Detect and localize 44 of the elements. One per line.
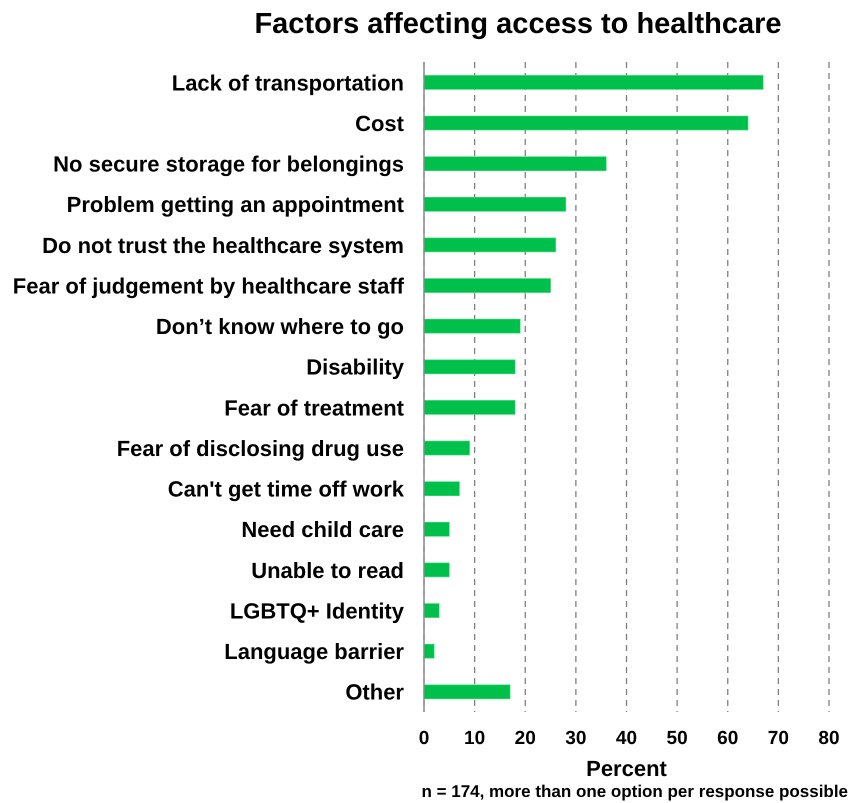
y-tick-label: Fear of disclosing drug use: [116, 435, 404, 460]
bar: [424, 318, 520, 334]
bar: [424, 156, 607, 171]
bar: [424, 196, 566, 212]
y-tick-label: Unable to read: [251, 557, 404, 582]
bar: [424, 238, 556, 252]
x-tick-label: 10: [464, 728, 486, 748]
x-tick-label: 20: [514, 728, 536, 748]
x-tick-label: 70: [768, 728, 789, 748]
x-axis-title: Percent: [586, 756, 667, 781]
y-tick-label: Fear of judgement by healthcare staff: [12, 272, 405, 298]
bar: [424, 644, 434, 658]
y-tick-label: No secure storage for belongings: [53, 151, 404, 176]
bar: [424, 440, 470, 456]
bar: [424, 684, 510, 700]
y-tick-label: Language barrier: [224, 638, 404, 664]
bar: [424, 116, 748, 130]
y-tick-label: Fear of treatment: [224, 394, 405, 420]
bar: [424, 481, 460, 496]
y-tick-label: Problem getting an appointment: [66, 192, 405, 217]
y-tick-label: Need child care: [241, 516, 404, 542]
bar: [424, 562, 450, 578]
bar: [424, 400, 516, 415]
y-tick-label: LGBTQ+ Identity: [230, 598, 405, 623]
y-tick-label: Other: [345, 679, 404, 704]
text: n = 174, more than one option per response possible: [421, 782, 848, 801]
bar: [424, 278, 551, 293]
y-tick-label: Do not trust the healthcare system: [42, 232, 404, 258]
bar: [424, 522, 450, 537]
x-tick-label: 60: [717, 728, 738, 748]
bar: [424, 75, 764, 90]
x-tick-label: 80: [818, 728, 840, 748]
x-tick-label: 50: [666, 728, 688, 748]
chart-title: Factors affecting access to healthcare: [254, 8, 782, 40]
bar: [424, 359, 516, 374]
y-tick-label: Disability: [306, 354, 405, 380]
y-tick-label: Don’t know where to go: [156, 314, 404, 339]
x-tick-label: 0: [418, 728, 430, 748]
x-tick-label: 40: [616, 728, 638, 748]
y-tick-label: Cost: [355, 110, 405, 136]
x-tick-label: 30: [565, 728, 586, 748]
y-tick-label: Can't get time off work: [168, 476, 405, 502]
y-tick-label: Lack of transportation: [172, 70, 404, 95]
bar: [424, 603, 440, 618]
